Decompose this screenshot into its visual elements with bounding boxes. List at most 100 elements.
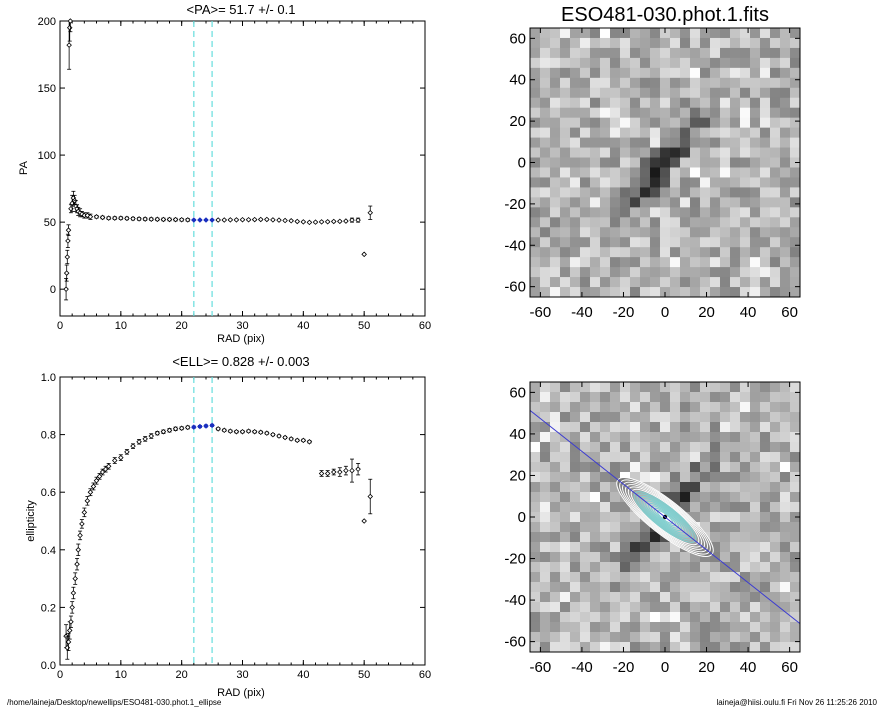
image-pixel [790,207,801,218]
data-point [197,217,203,223]
x-tick-label: 20 [176,669,188,681]
image-pixel [580,217,591,228]
image-pixel [750,267,761,278]
image-pixel [750,107,761,119]
image-pixel [780,28,791,39]
image-pixel [690,257,701,268]
ell-chart-xlabel: RAD (pix) [217,687,265,699]
image-pixel [720,642,731,653]
image-pixel [650,442,661,453]
data-point [209,422,215,429]
x-tick-label: 10 [115,669,127,681]
image-pixel [760,412,771,423]
image-pixel [610,572,621,583]
image-pixel [780,277,791,288]
image-pixel [550,412,561,423]
y-tick-label: 0.4 [41,545,56,557]
image-pixel [630,177,641,188]
image-pixel [730,28,741,39]
image-pixel [670,572,681,583]
data-point [118,215,124,221]
image-pixel [650,562,661,573]
image-pixel [590,167,601,178]
image-pixel [570,632,581,643]
image-pixel [640,552,651,563]
image-pixel [650,97,661,109]
image-pixel [650,137,661,149]
image-pixel [530,28,541,39]
image-pixel [530,422,541,433]
image-pixel [710,257,721,268]
image-pixel [720,237,731,248]
image-pixel [600,512,611,523]
image-pixel [680,77,691,89]
image-pixel [670,542,681,553]
image-pixel [610,512,621,523]
image-pixel [760,472,771,483]
image-pixel [750,147,761,159]
image-pixel [730,97,741,109]
image-pixel [630,392,641,403]
x-tick-label: 40 [740,659,757,676]
image-pixel [630,562,641,573]
image-pixel [750,37,761,49]
image-pixel [560,117,571,129]
image-pixel [530,552,541,563]
image-pixel [530,632,541,643]
image-pixel [640,442,651,453]
image-pixel [640,87,651,99]
image-pixel [710,522,721,533]
image-pixel [680,237,691,248]
image-pixel [770,492,781,503]
image-pixel [660,67,671,79]
image-pixel [540,127,551,139]
image-pixel [760,237,771,248]
image-pixel [790,562,801,573]
image-pixel [550,217,561,228]
image-pixel [750,47,761,59]
image-pixel [580,237,591,248]
image-pixel [700,277,711,288]
image-pixel [530,542,541,553]
data-point [74,561,80,567]
image-pixel [700,37,711,49]
image-pixel [640,117,651,129]
image-pixel [720,432,731,443]
image-pixel [700,137,711,149]
image-pixel [780,642,791,653]
image-pixel [760,622,771,633]
image-pixel [680,167,691,178]
x-tick-label: 0 [57,320,63,332]
image-pixel [720,97,731,109]
image-pixel [580,87,591,99]
image-pixel [690,37,701,49]
image-pixel [740,472,751,483]
image-pixel [730,237,741,248]
image-pixel [760,492,771,503]
image-pixel [760,532,771,543]
image-pixel [710,227,721,238]
image-pixel [700,472,711,483]
image-pixel [760,512,771,523]
data-point [105,463,112,470]
data-point [367,493,374,500]
image-pixel [720,47,731,59]
image-pixel [560,127,571,139]
image-pixel [740,442,751,453]
data-point [276,433,282,439]
image-pixel [530,67,541,79]
image-pixel [630,592,641,603]
image-pixel [670,287,681,298]
image-pixel [680,612,691,623]
image-pixel [780,167,791,178]
image-pixel [650,217,661,228]
image-pixel [560,572,571,583]
image-pixel [540,217,551,228]
image-pixel [560,287,571,298]
image-pixel [620,602,631,613]
image-pixel [760,177,771,188]
image-pixel [590,632,601,643]
image-pixel [550,207,561,218]
data-point [300,437,307,444]
image-pixel [580,227,591,238]
